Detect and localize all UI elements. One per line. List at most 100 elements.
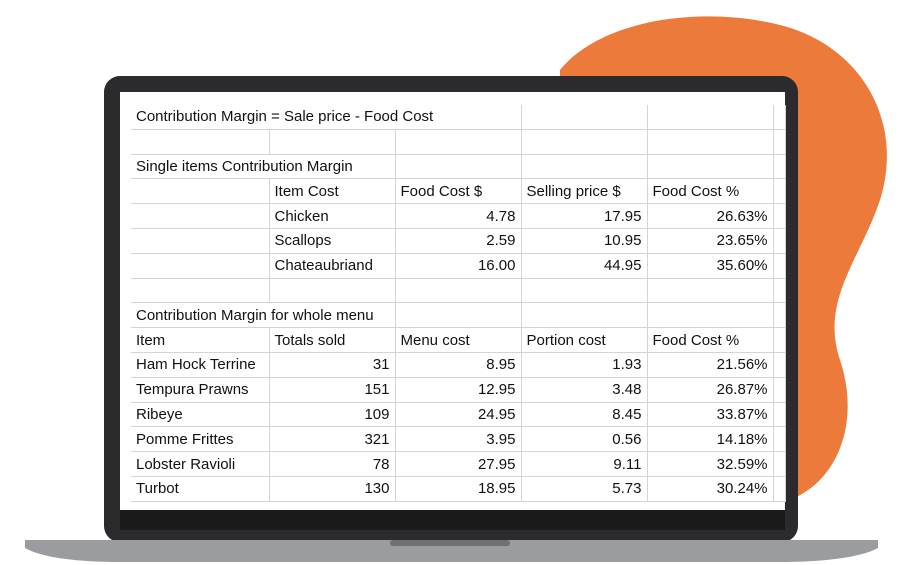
cell: Pomme Frittes [131, 426, 270, 453]
empty-cell [131, 227, 270, 254]
cell: 35.60% [646, 252, 774, 279]
spreadsheet: Contribution Margin = Sale price - Food … [131, 105, 786, 502]
empty-cell [772, 227, 786, 254]
cell: Chicken [268, 203, 396, 229]
empty-cell [646, 277, 774, 304]
empty-cell [772, 401, 786, 428]
empty-cell [772, 302, 786, 329]
empty-cell [268, 128, 396, 155]
cell: Totals sold [268, 327, 396, 353]
cell: Food Cost % [646, 327, 774, 353]
cell: Menu cost [394, 327, 522, 353]
cell: 32.59% [646, 451, 774, 477]
empty-cell [772, 203, 786, 229]
empty-cell [131, 203, 270, 229]
sheet-row: Item Cost Food Cost $ Selling price $ Food … [131, 178, 786, 205]
cell: 44.95 [520, 252, 648, 279]
cell: 12.95 [394, 376, 522, 403]
cell: 1.93 [520, 351, 648, 378]
sheet-row: Lobster Ravioli 78 27.95 9.11 32.59% [131, 451, 786, 477]
cell: Scallops [268, 227, 396, 254]
empty-cell [131, 128, 270, 155]
sheet-row: Ham Hock Terrine 31 8.95 1.93 21.56% [131, 351, 786, 378]
cell: 33.87% [646, 401, 774, 428]
empty-cell [772, 376, 786, 403]
sheet-row: Contribution Margin = Sale price - Food … [131, 105, 786, 130]
cell: 26.87% [646, 376, 774, 403]
empty-cell [772, 351, 786, 378]
empty-cell [646, 105, 774, 130]
sheet-row: Tempura Prawns 151 12.95 3.48 26.87% [131, 376, 786, 403]
empty-cell [131, 277, 270, 304]
cell: 17.95 [520, 203, 648, 229]
sheet-row: Ribeye 109 24.95 8.45 33.87% [131, 401, 786, 428]
empty-cell [772, 426, 786, 453]
empty-cell [772, 252, 786, 279]
cell: 151 [268, 376, 396, 403]
empty-cell [394, 128, 522, 155]
cell: 18.95 [394, 475, 522, 502]
sheet-row [131, 128, 786, 155]
empty-cell [772, 153, 786, 180]
cell: Turbot [131, 475, 270, 502]
cell: 3.95 [394, 426, 522, 453]
cell: 0.56 [520, 426, 648, 453]
empty-cell [646, 153, 774, 180]
cell: 10.95 [520, 227, 648, 254]
empty-cell [131, 252, 270, 279]
sheet-row: Item Totals sold Menu cost Portion cost Food… [131, 327, 786, 353]
cell: Portion cost [520, 327, 648, 353]
empty-cell [772, 105, 786, 130]
cell: 16.00 [394, 252, 522, 279]
cell: Ham Hock Terrine [131, 351, 270, 378]
cell: Chateaubriand [268, 252, 396, 279]
empty-cell [520, 302, 648, 329]
cell: Ribeye [131, 401, 270, 428]
cell: Contribution Margin for whole menu [131, 302, 396, 329]
cell: 9.11 [520, 451, 648, 477]
cell: 3.48 [520, 376, 648, 403]
empty-cell [394, 153, 522, 180]
empty-cell [772, 178, 786, 205]
cell: 5.73 [520, 475, 648, 502]
empty-cell [772, 327, 786, 353]
cell: Food Cost $ [394, 178, 522, 205]
cell: Item Cost [268, 178, 396, 205]
cell: 109 [268, 401, 396, 428]
cell: 321 [268, 426, 396, 453]
cell: 26.63% [646, 203, 774, 229]
cell: 8.45 [520, 401, 648, 428]
empty-cell [394, 302, 522, 329]
laptop-base [25, 540, 878, 562]
cell: Selling price $ [520, 178, 648, 205]
empty-cell [131, 178, 270, 205]
cell: 2.59 [394, 227, 522, 254]
sheet-row: Pomme Frittes 321 3.95 0.56 14.18% [131, 426, 786, 453]
cell: 27.95 [394, 451, 522, 477]
cell: 78 [268, 451, 396, 477]
cell: 8.95 [394, 351, 522, 378]
cell: 24.95 [394, 401, 522, 428]
empty-cell [772, 475, 786, 502]
screen-bottom [120, 510, 785, 530]
cell: 23.65% [646, 227, 774, 254]
empty-cell [520, 105, 648, 130]
empty-cell [520, 128, 648, 155]
empty-cell [772, 277, 786, 304]
cell: Lobster Ravioli [131, 451, 270, 477]
sheet-row: Scallops 2.59 10.95 23.65% [131, 227, 786, 254]
empty-cell [520, 277, 648, 304]
cell: 14.18% [646, 426, 774, 453]
sheet-row: Chateaubriand 16.00 44.95 35.60% [131, 252, 786, 279]
empty-cell [394, 277, 522, 304]
cell: Food Cost % [646, 178, 774, 205]
sheet-row: Single items Contribution Margin [131, 153, 786, 180]
empty-cell [772, 128, 786, 155]
sheet-row [131, 277, 786, 304]
empty-cell [772, 451, 786, 477]
empty-cell [646, 128, 774, 155]
empty-cell [268, 277, 396, 304]
cell: Tempura Prawns [131, 376, 270, 403]
base-notch [390, 540, 510, 546]
